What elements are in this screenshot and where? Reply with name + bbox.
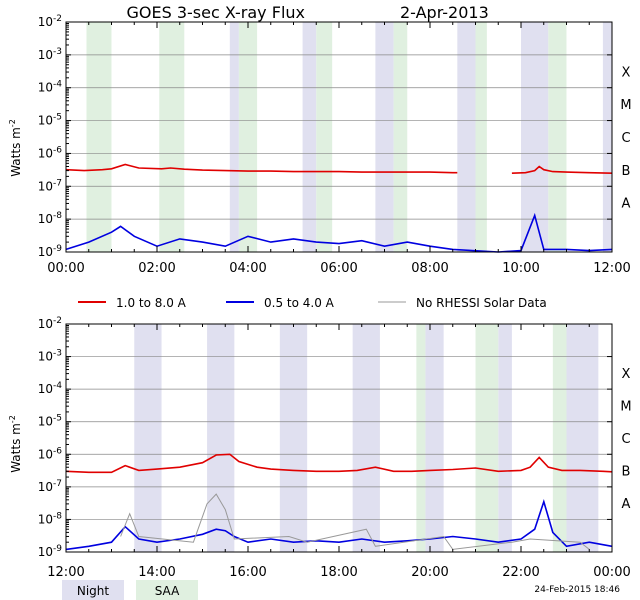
legend-label-norhessi: No RHESSI Solar Data — [416, 296, 547, 310]
series-0-5-to-4-0-a — [65, 212, 613, 253]
flare-class-label: A — [622, 497, 631, 512]
x-tick-label: 12:00 — [47, 565, 84, 580]
night-label: Night — [77, 584, 110, 598]
y-tick-label: 10-2 — [38, 14, 62, 29]
y-tick-label: 10-7 — [38, 479, 62, 494]
night-band — [207, 324, 235, 552]
panel-top: 10-9 10-8 10-7 10-6 10-5 10-4 10-3 10-2 A B C M X 00:… — [38, 14, 632, 276]
y-tick-label: 10-5 — [38, 414, 62, 429]
panel-bottom: 10-9 10-8 10-7 10-6 10-5 10-4 10-3 10-2 A B C M X 12:… — [38, 316, 632, 580]
series-no-rhessi-solar-data — [120, 493, 590, 550]
series-0-5-to-4-0-a — [65, 499, 613, 551]
y-tick-label: 10-7 — [38, 178, 62, 193]
night-band — [302, 22, 317, 252]
flare-class-label: M — [620, 399, 631, 414]
saa-band — [86, 22, 112, 252]
flare-class-label: A — [622, 197, 631, 212]
night-band — [229, 22, 239, 252]
y-tick-label: 10-4 — [38, 381, 63, 396]
x-tick-label: 18:00 — [320, 565, 357, 580]
flare-class-label: C — [621, 432, 630, 447]
y-tick-label: 10-6 — [38, 446, 63, 461]
saa-band — [475, 22, 487, 252]
x-tick-label: 20:00 — [411, 565, 448, 580]
night-band — [352, 324, 380, 552]
y-tick-label: 10-9 — [38, 244, 63, 259]
x-tick-label: 08:00 — [411, 261, 448, 276]
y-tick-label: 10-3 — [38, 47, 62, 62]
flare-class-label: X — [622, 367, 631, 382]
ylabel-top: Watts m-2 — [8, 119, 23, 177]
saa-band — [475, 324, 499, 552]
x-tick-label: 06:00 — [320, 261, 357, 276]
night-band — [134, 324, 162, 552]
night-band — [375, 22, 394, 252]
x-tick-label: 00:00 — [47, 261, 84, 276]
series-1-0-to-8-0-a — [65, 163, 613, 174]
saa-band — [552, 324, 567, 552]
y-tick-label: 10-4 — [38, 80, 63, 95]
timestamp: 24-Feb-2015 18:46 — [534, 585, 620, 595]
x-tick-label: 16:00 — [229, 565, 266, 580]
y-tick-label: 10-9 — [38, 544, 63, 559]
flare-class-label: C — [621, 131, 630, 146]
y-tick-label: 10-3 — [38, 349, 62, 364]
flare-class-label: B — [622, 164, 631, 179]
chart-date: 2-Apr-2013 — [400, 3, 489, 22]
x-tick-label: 14:00 — [138, 565, 175, 580]
saa-label: SAA — [155, 584, 180, 598]
saa-band — [416, 324, 426, 552]
y-tick-label: 10-8 — [38, 211, 63, 226]
x-tick-label: 00:00 — [593, 565, 630, 580]
x-tick-label: 10:00 — [502, 261, 539, 276]
night-band — [425, 324, 444, 552]
saa-band — [548, 22, 567, 252]
flare-class-label: M — [620, 98, 631, 113]
legend: 1.0 to 8.0 A 0.5 to 4.0 A No RHESSI Sola… — [78, 296, 547, 310]
x-tick-label: 04:00 — [229, 261, 266, 276]
y-tick-label: 10-6 — [38, 145, 63, 160]
chart-title: GOES 3-sec X-ray Flux — [127, 3, 306, 22]
x-tick-label: 12:00 — [593, 261, 630, 276]
night-band — [457, 22, 476, 252]
series-1-0-to-8-0-a — [65, 453, 613, 474]
saa-swatch — [136, 580, 198, 600]
night-band — [602, 22, 612, 252]
y-tick-label: 10-8 — [38, 511, 63, 526]
x-tick-label: 02:00 — [138, 261, 175, 276]
night-band — [279, 324, 308, 552]
saa-band — [393, 22, 408, 252]
flare-class-label: X — [622, 65, 631, 80]
saa-band — [316, 22, 333, 252]
night-band — [566, 324, 599, 552]
flare-class-label: B — [622, 465, 631, 480]
saa-band — [238, 22, 258, 252]
ylabel-bottom: Watts m-2 — [8, 415, 23, 473]
night-swatch — [62, 580, 124, 600]
y-tick-label: 10-5 — [38, 113, 62, 128]
saa-band — [159, 22, 185, 252]
legend-label-short: 0.5 to 4.0 A — [264, 296, 335, 310]
legend-label-long: 1.0 to 8.0 A — [116, 296, 187, 310]
y-tick-label: 10-2 — [38, 316, 62, 331]
night-band — [498, 324, 512, 552]
x-tick-label: 22:00 — [502, 565, 539, 580]
